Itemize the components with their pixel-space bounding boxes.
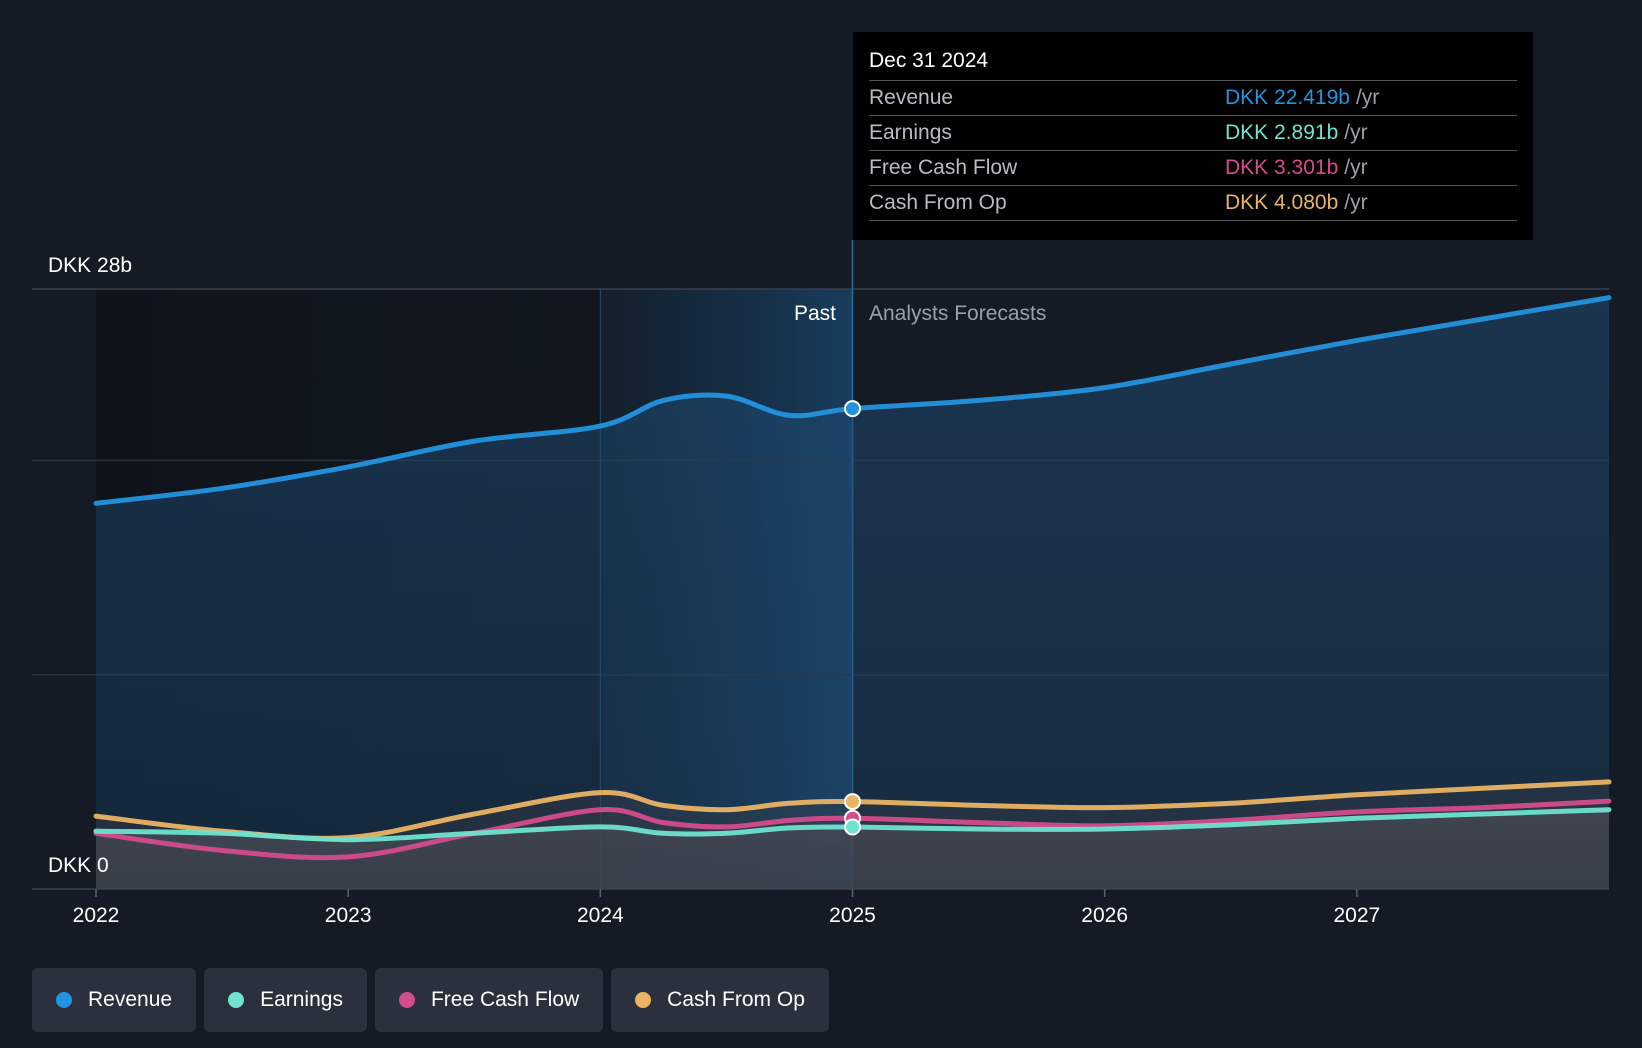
legend-label: Earnings <box>260 988 343 1011</box>
point-revenue <box>844 400 861 418</box>
area-earnings <box>96 809 1609 889</box>
legend: Revenue Earnings Free Cash Flow Cash Fro… <box>32 968 829 1032</box>
line-cash-from-op <box>93 779 1612 841</box>
tooltip-row-cash-from-op: Cash From Op DKK 4.080b/yr <box>869 186 1517 221</box>
legend-dot-icon <box>635 992 652 1008</box>
tooltip-name: Revenue <box>869 86 954 109</box>
line-revenue <box>93 295 1612 506</box>
x-tick-label: 2027 <box>1333 904 1380 927</box>
area-revenue <box>96 297 1609 890</box>
tooltip-value: DKK 4.080b/yr <box>1225 191 1368 214</box>
chart-area: DKK 28b DKK 0 Past Analysts Forecasts 20… <box>32 240 1612 927</box>
tooltip-name: Cash From Op <box>869 191 1007 214</box>
legend-label: Cash From Op <box>667 988 805 1011</box>
tooltip-value: DKK 22.419b/yr <box>1225 86 1380 109</box>
tooltip-date: Dec 31 2024 <box>869 46 1517 81</box>
tooltip-value: DKK 3.301b/yr <box>1225 156 1368 179</box>
past-label: Past <box>794 302 836 325</box>
tooltip-row-earnings: Earnings DKK 2.891b/yr <box>869 116 1517 151</box>
x-tick-label: 2026 <box>1081 904 1128 927</box>
y-axis-top-label: DKK 28b <box>48 254 132 277</box>
tooltip-row-revenue: Revenue DKK 22.419b/yr <box>869 81 1517 116</box>
point-earnings <box>844 818 861 836</box>
legend-item-earnings[interactable]: Earnings <box>204 968 367 1032</box>
tooltip-name: Free Cash Flow <box>869 156 1018 179</box>
x-tick-label: 2024 <box>577 904 624 927</box>
legend-label: Free Cash Flow <box>430 988 580 1011</box>
legend-dot-icon <box>56 992 72 1008</box>
tooltip-value: DKK 2.891b/yr <box>1225 121 1368 144</box>
x-tick-label: 2022 <box>73 904 120 927</box>
legend-label: Revenue <box>88 988 173 1011</box>
y-axis-bottom-label: DKK 0 <box>48 854 109 877</box>
x-tick-label: 2025 <box>829 904 876 927</box>
forecast-label: Analysts Forecasts <box>869 302 1046 325</box>
x-tick-label: 2023 <box>325 904 372 927</box>
tooltip: Dec 31 2024 Revenue DKK 22.419b/yr Earni… <box>853 32 1533 240</box>
tooltip-name: Earnings <box>869 121 952 144</box>
tooltip-row-free-cash-flow: Free Cash Flow DKK 3.301b/yr <box>869 151 1517 186</box>
legend-dot-icon <box>228 992 245 1008</box>
legend-item-revenue[interactable]: Revenue <box>32 968 197 1032</box>
line-free-cash-flow <box>93 798 1612 861</box>
line-earnings <box>93 807 1612 843</box>
legend-item-free-cash-flow[interactable]: Free Cash Flow <box>374 968 604 1032</box>
legend-item-cash-from-op[interactable]: Cash From Op <box>611 968 829 1032</box>
point-cash-from-op <box>844 793 861 811</box>
legend-dot-icon <box>398 992 415 1008</box>
